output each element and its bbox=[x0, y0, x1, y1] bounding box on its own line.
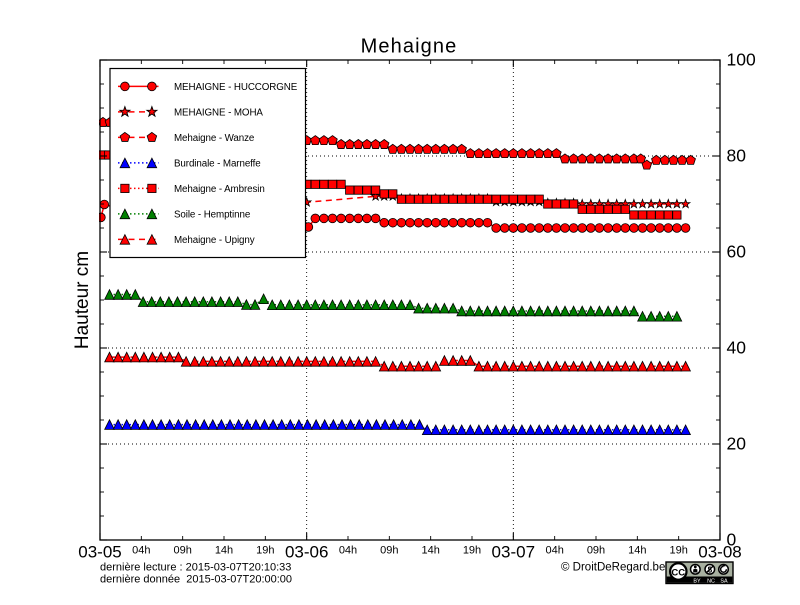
svg-text:Mehaigne - Ambresin: Mehaigne - Ambresin bbox=[174, 184, 265, 195]
svg-text:100: 100 bbox=[727, 49, 756, 69]
svg-text:03-07: 03-07 bbox=[492, 543, 535, 562]
svg-text:dernière donnée 2015-03-07T20: dernière donnée 2015-03-07T20:00:00 bbox=[100, 574, 292, 586]
svg-text:20: 20 bbox=[727, 433, 747, 453]
svg-text:MEHAIGNE - MOHA: MEHAIGNE - MOHA bbox=[174, 108, 263, 119]
svg-text:09h: 09h bbox=[587, 545, 605, 557]
svg-text:Mehaigne - Wanze: Mehaigne - Wanze bbox=[174, 133, 255, 144]
svg-text:60: 60 bbox=[727, 241, 747, 261]
svg-text:19h: 19h bbox=[463, 545, 481, 557]
svg-text:NC: NC bbox=[707, 578, 715, 584]
svg-text:03-08: 03-08 bbox=[698, 543, 741, 562]
svg-text:Soile - Hemptinne: Soile - Hemptinne bbox=[174, 210, 251, 221]
svg-text:09h: 09h bbox=[174, 545, 192, 557]
svg-text:Burdinale - Marneffe: Burdinale - Marneffe bbox=[174, 159, 261, 170]
svg-text:14h: 14h bbox=[422, 545, 440, 557]
svg-text:dernière lecture : 2015-03-07T: dernière lecture : 2015-03-07T20:10:33 bbox=[100, 562, 291, 574]
svg-text:04h: 04h bbox=[132, 545, 150, 557]
svg-text:04h: 04h bbox=[339, 545, 357, 557]
svg-text:19h: 19h bbox=[670, 545, 688, 557]
svg-text:© DroitDeRegard.be: © DroitDeRegard.be bbox=[561, 562, 665, 574]
svg-text:SA: SA bbox=[720, 578, 728, 584]
svg-text:03-06: 03-06 bbox=[285, 543, 328, 562]
svg-text:03-05: 03-05 bbox=[78, 543, 121, 562]
svg-text:14h: 14h bbox=[215, 545, 233, 557]
svg-text:Mehaigne: Mehaigne bbox=[361, 36, 458, 58]
svg-text:14h: 14h bbox=[628, 545, 646, 557]
svg-text:Hauteur cm: Hauteur cm bbox=[72, 251, 93, 349]
svg-text:Mehaigne - Upigny: Mehaigne - Upigny bbox=[174, 235, 255, 246]
svg-text:40: 40 bbox=[727, 337, 747, 357]
svg-text:0: 0 bbox=[727, 529, 737, 549]
svg-text:80: 80 bbox=[727, 145, 747, 165]
svg-text:19h: 19h bbox=[256, 545, 274, 557]
svg-text:04h: 04h bbox=[546, 545, 564, 557]
svg-text:09h: 09h bbox=[380, 545, 398, 557]
svg-text:CC: CC bbox=[671, 567, 685, 578]
svg-text:BY: BY bbox=[693, 578, 701, 584]
svg-text:MEHAIGNE - HUCCORGNE: MEHAIGNE - HUCCORGNE bbox=[174, 82, 298, 93]
